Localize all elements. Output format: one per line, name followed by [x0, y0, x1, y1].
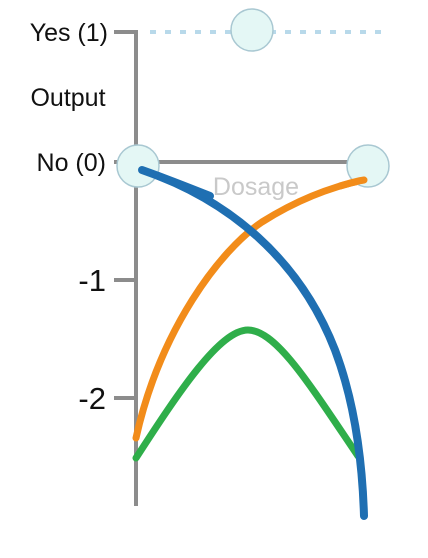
green-curve	[132, 326, 362, 462]
label-minus-one: -1	[78, 263, 106, 298]
node-top	[230, 8, 274, 52]
node-left	[116, 144, 160, 188]
blue-curve	[138, 166, 368, 520]
label-yes: Yes (1)	[30, 19, 108, 47]
orange-curve-end-overlay	[336, 176, 368, 190]
node-right	[346, 144, 390, 188]
label-dosage: Dosage	[213, 173, 299, 201]
blue-curve-start-overlay	[138, 166, 214, 200]
label-minus-two: -2	[78, 381, 106, 416]
label-output: Output	[30, 84, 105, 112]
label-no: No (0)	[37, 149, 106, 177]
orange-curve	[132, 176, 368, 442]
